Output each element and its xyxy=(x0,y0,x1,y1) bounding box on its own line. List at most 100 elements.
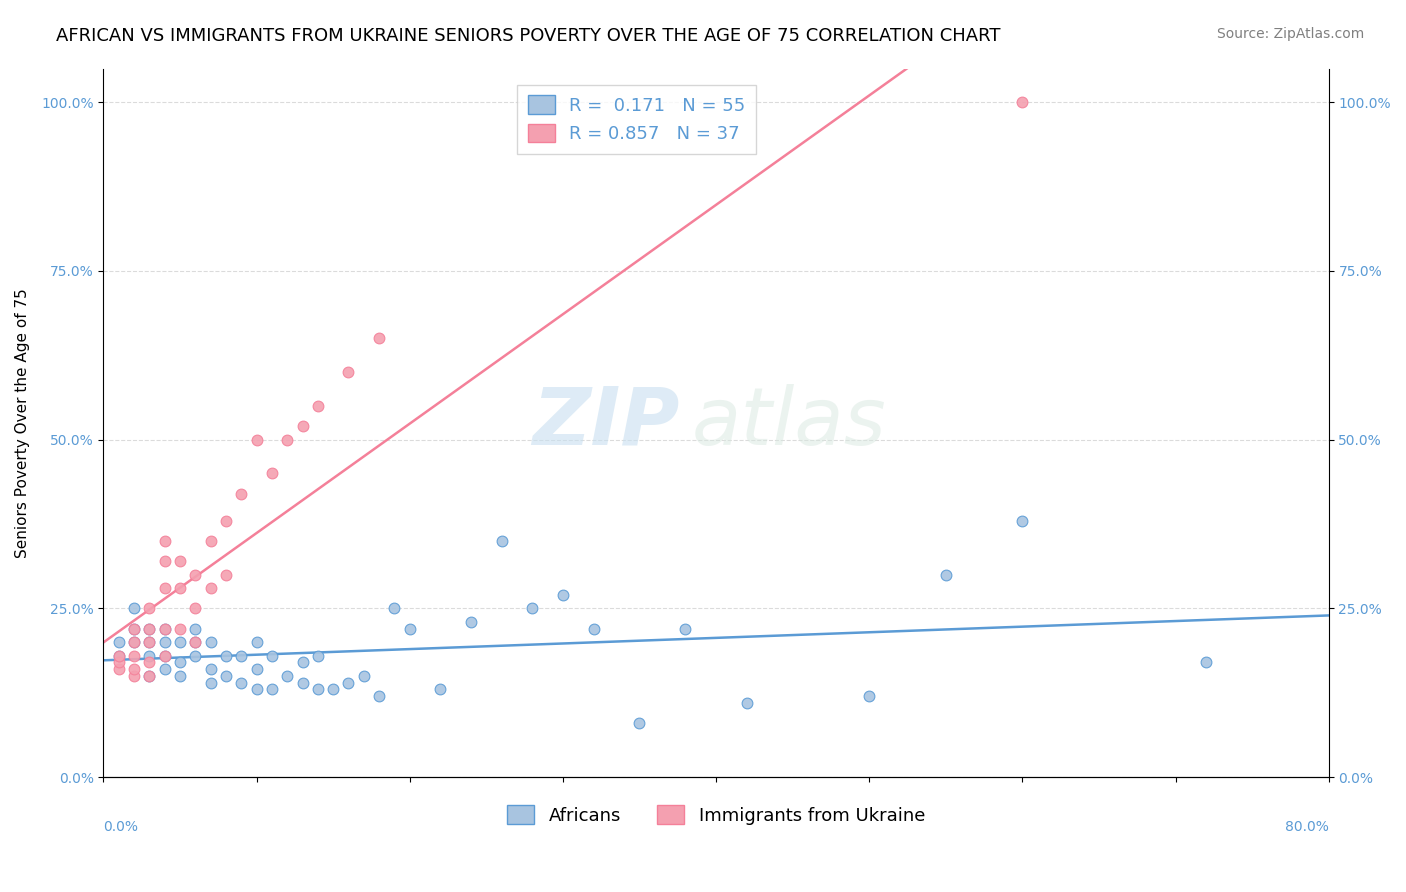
Y-axis label: Seniors Poverty Over the Age of 75: Seniors Poverty Over the Age of 75 xyxy=(15,288,30,558)
Point xyxy=(153,554,176,568)
Point xyxy=(200,662,222,676)
Point xyxy=(138,635,160,649)
Point xyxy=(138,601,160,615)
Point xyxy=(153,622,176,636)
Point xyxy=(169,635,191,649)
Point xyxy=(735,696,758,710)
Point xyxy=(200,675,222,690)
Point xyxy=(246,682,269,697)
Point xyxy=(138,669,160,683)
Point xyxy=(184,567,207,582)
Point xyxy=(337,675,360,690)
Point xyxy=(138,648,160,663)
Point xyxy=(398,622,420,636)
Point xyxy=(291,656,314,670)
Point xyxy=(384,601,406,615)
Point xyxy=(169,554,191,568)
Point xyxy=(200,581,222,595)
Text: atlas: atlas xyxy=(692,384,886,462)
Point xyxy=(138,669,160,683)
Point xyxy=(107,648,129,663)
Point xyxy=(122,635,145,649)
Point xyxy=(246,662,269,676)
Text: 80.0%: 80.0% xyxy=(1285,820,1329,834)
Point xyxy=(153,648,176,663)
Point xyxy=(122,635,145,649)
Text: Source: ZipAtlas.com: Source: ZipAtlas.com xyxy=(1216,27,1364,41)
Point xyxy=(153,533,176,548)
Point xyxy=(246,635,269,649)
Point xyxy=(153,635,176,649)
Point xyxy=(138,635,160,649)
Point xyxy=(169,656,191,670)
Point xyxy=(260,648,283,663)
Point xyxy=(122,622,145,636)
Legend: Africans, Immigrants from Ukraine: Africans, Immigrants from Ukraine xyxy=(501,798,932,832)
Point xyxy=(291,675,314,690)
Point xyxy=(582,622,605,636)
Point xyxy=(184,622,207,636)
Point xyxy=(215,669,238,683)
Point xyxy=(628,716,651,731)
Point xyxy=(200,635,222,649)
Point xyxy=(122,669,145,683)
Point xyxy=(429,682,451,697)
Point xyxy=(184,648,207,663)
Point xyxy=(307,648,329,663)
Point xyxy=(153,662,176,676)
Point xyxy=(169,622,191,636)
Point xyxy=(138,656,160,670)
Point xyxy=(169,669,191,683)
Point xyxy=(368,689,391,703)
Point xyxy=(368,331,391,345)
Point xyxy=(184,601,207,615)
Point xyxy=(122,662,145,676)
Point xyxy=(1011,95,1033,110)
Point xyxy=(231,648,253,663)
Point xyxy=(231,675,253,690)
Point xyxy=(522,601,544,615)
Point xyxy=(460,615,482,629)
Point xyxy=(307,682,329,697)
Point xyxy=(246,433,269,447)
Point xyxy=(551,588,574,602)
Point xyxy=(200,533,222,548)
Point xyxy=(184,635,207,649)
Point xyxy=(122,648,145,663)
Point xyxy=(231,486,253,500)
Point xyxy=(153,622,176,636)
Point xyxy=(107,635,129,649)
Point xyxy=(107,648,129,663)
Point xyxy=(215,567,238,582)
Point xyxy=(1011,514,1033,528)
Point xyxy=(353,669,375,683)
Point xyxy=(858,689,880,703)
Point xyxy=(276,433,298,447)
Point xyxy=(337,365,360,379)
Point xyxy=(322,682,344,697)
Point xyxy=(260,467,283,481)
Point xyxy=(138,622,160,636)
Point xyxy=(215,648,238,663)
Point xyxy=(153,648,176,663)
Text: 0.0%: 0.0% xyxy=(104,820,138,834)
Point xyxy=(260,682,283,697)
Point xyxy=(184,635,207,649)
Point xyxy=(138,622,160,636)
Point xyxy=(307,399,329,413)
Point xyxy=(169,581,191,595)
Text: ZIP: ZIP xyxy=(531,384,679,462)
Point xyxy=(491,533,513,548)
Point xyxy=(122,622,145,636)
Point xyxy=(107,662,129,676)
Point xyxy=(107,656,129,670)
Point xyxy=(1195,656,1218,670)
Point xyxy=(675,622,697,636)
Point xyxy=(291,419,314,434)
Point xyxy=(276,669,298,683)
Point xyxy=(153,581,176,595)
Point xyxy=(122,601,145,615)
Point xyxy=(215,514,238,528)
Point xyxy=(935,567,957,582)
Text: AFRICAN VS IMMIGRANTS FROM UKRAINE SENIORS POVERTY OVER THE AGE OF 75 CORRELATIO: AFRICAN VS IMMIGRANTS FROM UKRAINE SENIO… xyxy=(56,27,1001,45)
